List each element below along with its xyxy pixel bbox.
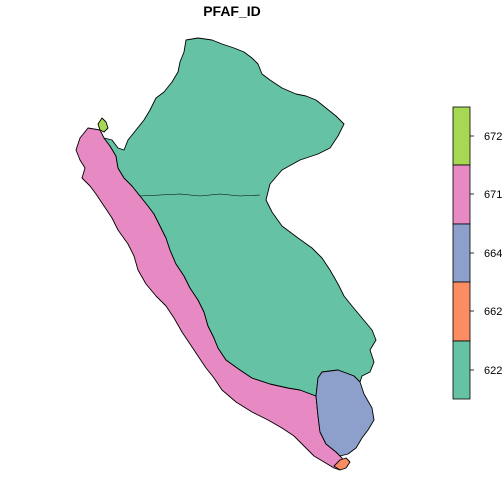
region-664 [315, 369, 375, 457]
region-662 [333, 457, 351, 471]
internal-boundary-line [139, 193, 261, 197]
legend-swatch-662 [452, 281, 471, 342]
legend-label-622: 622 [484, 365, 502, 377]
legend-label-664: 664 [484, 248, 502, 260]
legend-label-662: 662 [484, 306, 502, 318]
legend: 672 671 664 662 622 [452, 106, 502, 400]
map-title: PFAF_ID [203, 3, 261, 19]
legend-label-672: 672 [484, 131, 502, 143]
legend-swatch-672 [452, 106, 471, 166]
legend-swatch-622 [452, 340, 471, 400]
legend-swatch-664 [452, 223, 471, 283]
region-622 [103, 37, 377, 397]
region-672 [97, 117, 109, 133]
legend-swatch-671 [452, 164, 471, 225]
legend-label-671: 671 [484, 189, 502, 201]
